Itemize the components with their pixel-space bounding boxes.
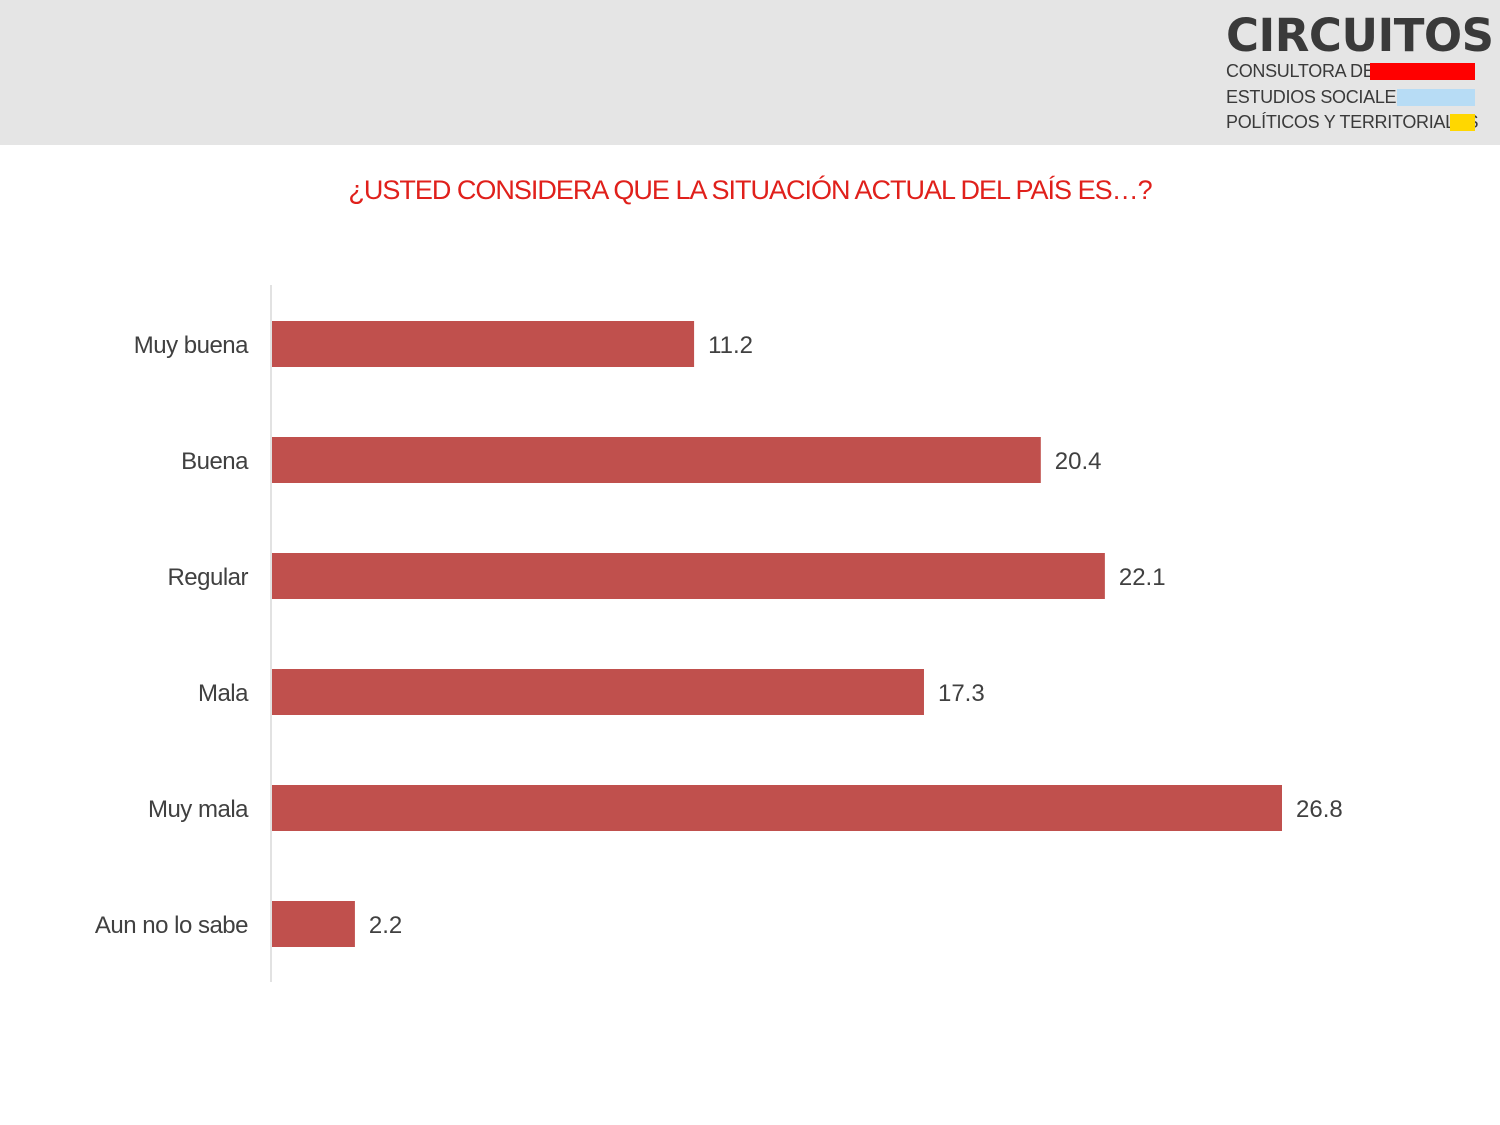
bar-regular (272, 553, 1105, 599)
value-label-muy-mala: 26.8 (1296, 796, 1343, 823)
header-band (0, 0, 1500, 145)
value-label-mala: 17.3 (938, 680, 985, 707)
value-label-regular: 22.1 (1119, 564, 1166, 591)
bar-buena (272, 437, 1041, 483)
category-label-mala: Mala (198, 680, 249, 707)
brand-line-2: ESTUDIOS SOCIALES, (1226, 87, 1413, 107)
bar-muy-mala (272, 785, 1282, 831)
brand-line-3: POLÍTICOS Y TERRITORIALES (1226, 112, 1479, 132)
category-label-aun-no-lo-sabe: Aun no lo sabe (95, 912, 248, 939)
bars-group: Muy buena 11.2 Buena 20.4 Regular 22.1 Mala 17.… (95, 321, 1343, 947)
category-label-buena: Buena (181, 448, 249, 475)
bar-aun-no-lo-sabe (272, 901, 355, 947)
category-label-muy-mala: Muy mala (148, 796, 249, 823)
brand-color-bar-yellow (1450, 114, 1475, 131)
brand-color-bar-red (1370, 63, 1475, 80)
brand-color-bar-blue (1397, 89, 1475, 106)
chart-title: ¿USTED CONSIDERA QUE LA SITUACIÓN ACTUAL… (348, 175, 1152, 205)
brand-line-1: CONSULTORA DE (1226, 61, 1375, 81)
value-label-buena: 20.4 (1055, 448, 1102, 475)
category-label-muy-buena: Muy buena (134, 332, 249, 359)
bar-mala (272, 669, 924, 715)
bar-muy-buena (272, 321, 695, 367)
brand-name: CIRCUITOS (1226, 9, 1494, 62)
category-label-regular: Regular (167, 564, 248, 591)
value-label-muy-buena: 11.2 (708, 332, 753, 359)
value-label-aun-no-lo-sabe: 2.2 (369, 912, 402, 939)
brand-logo: CIRCUITOS CONSULTORA DE ESTUDIOS SOCIALE… (1226, 10, 1494, 135)
